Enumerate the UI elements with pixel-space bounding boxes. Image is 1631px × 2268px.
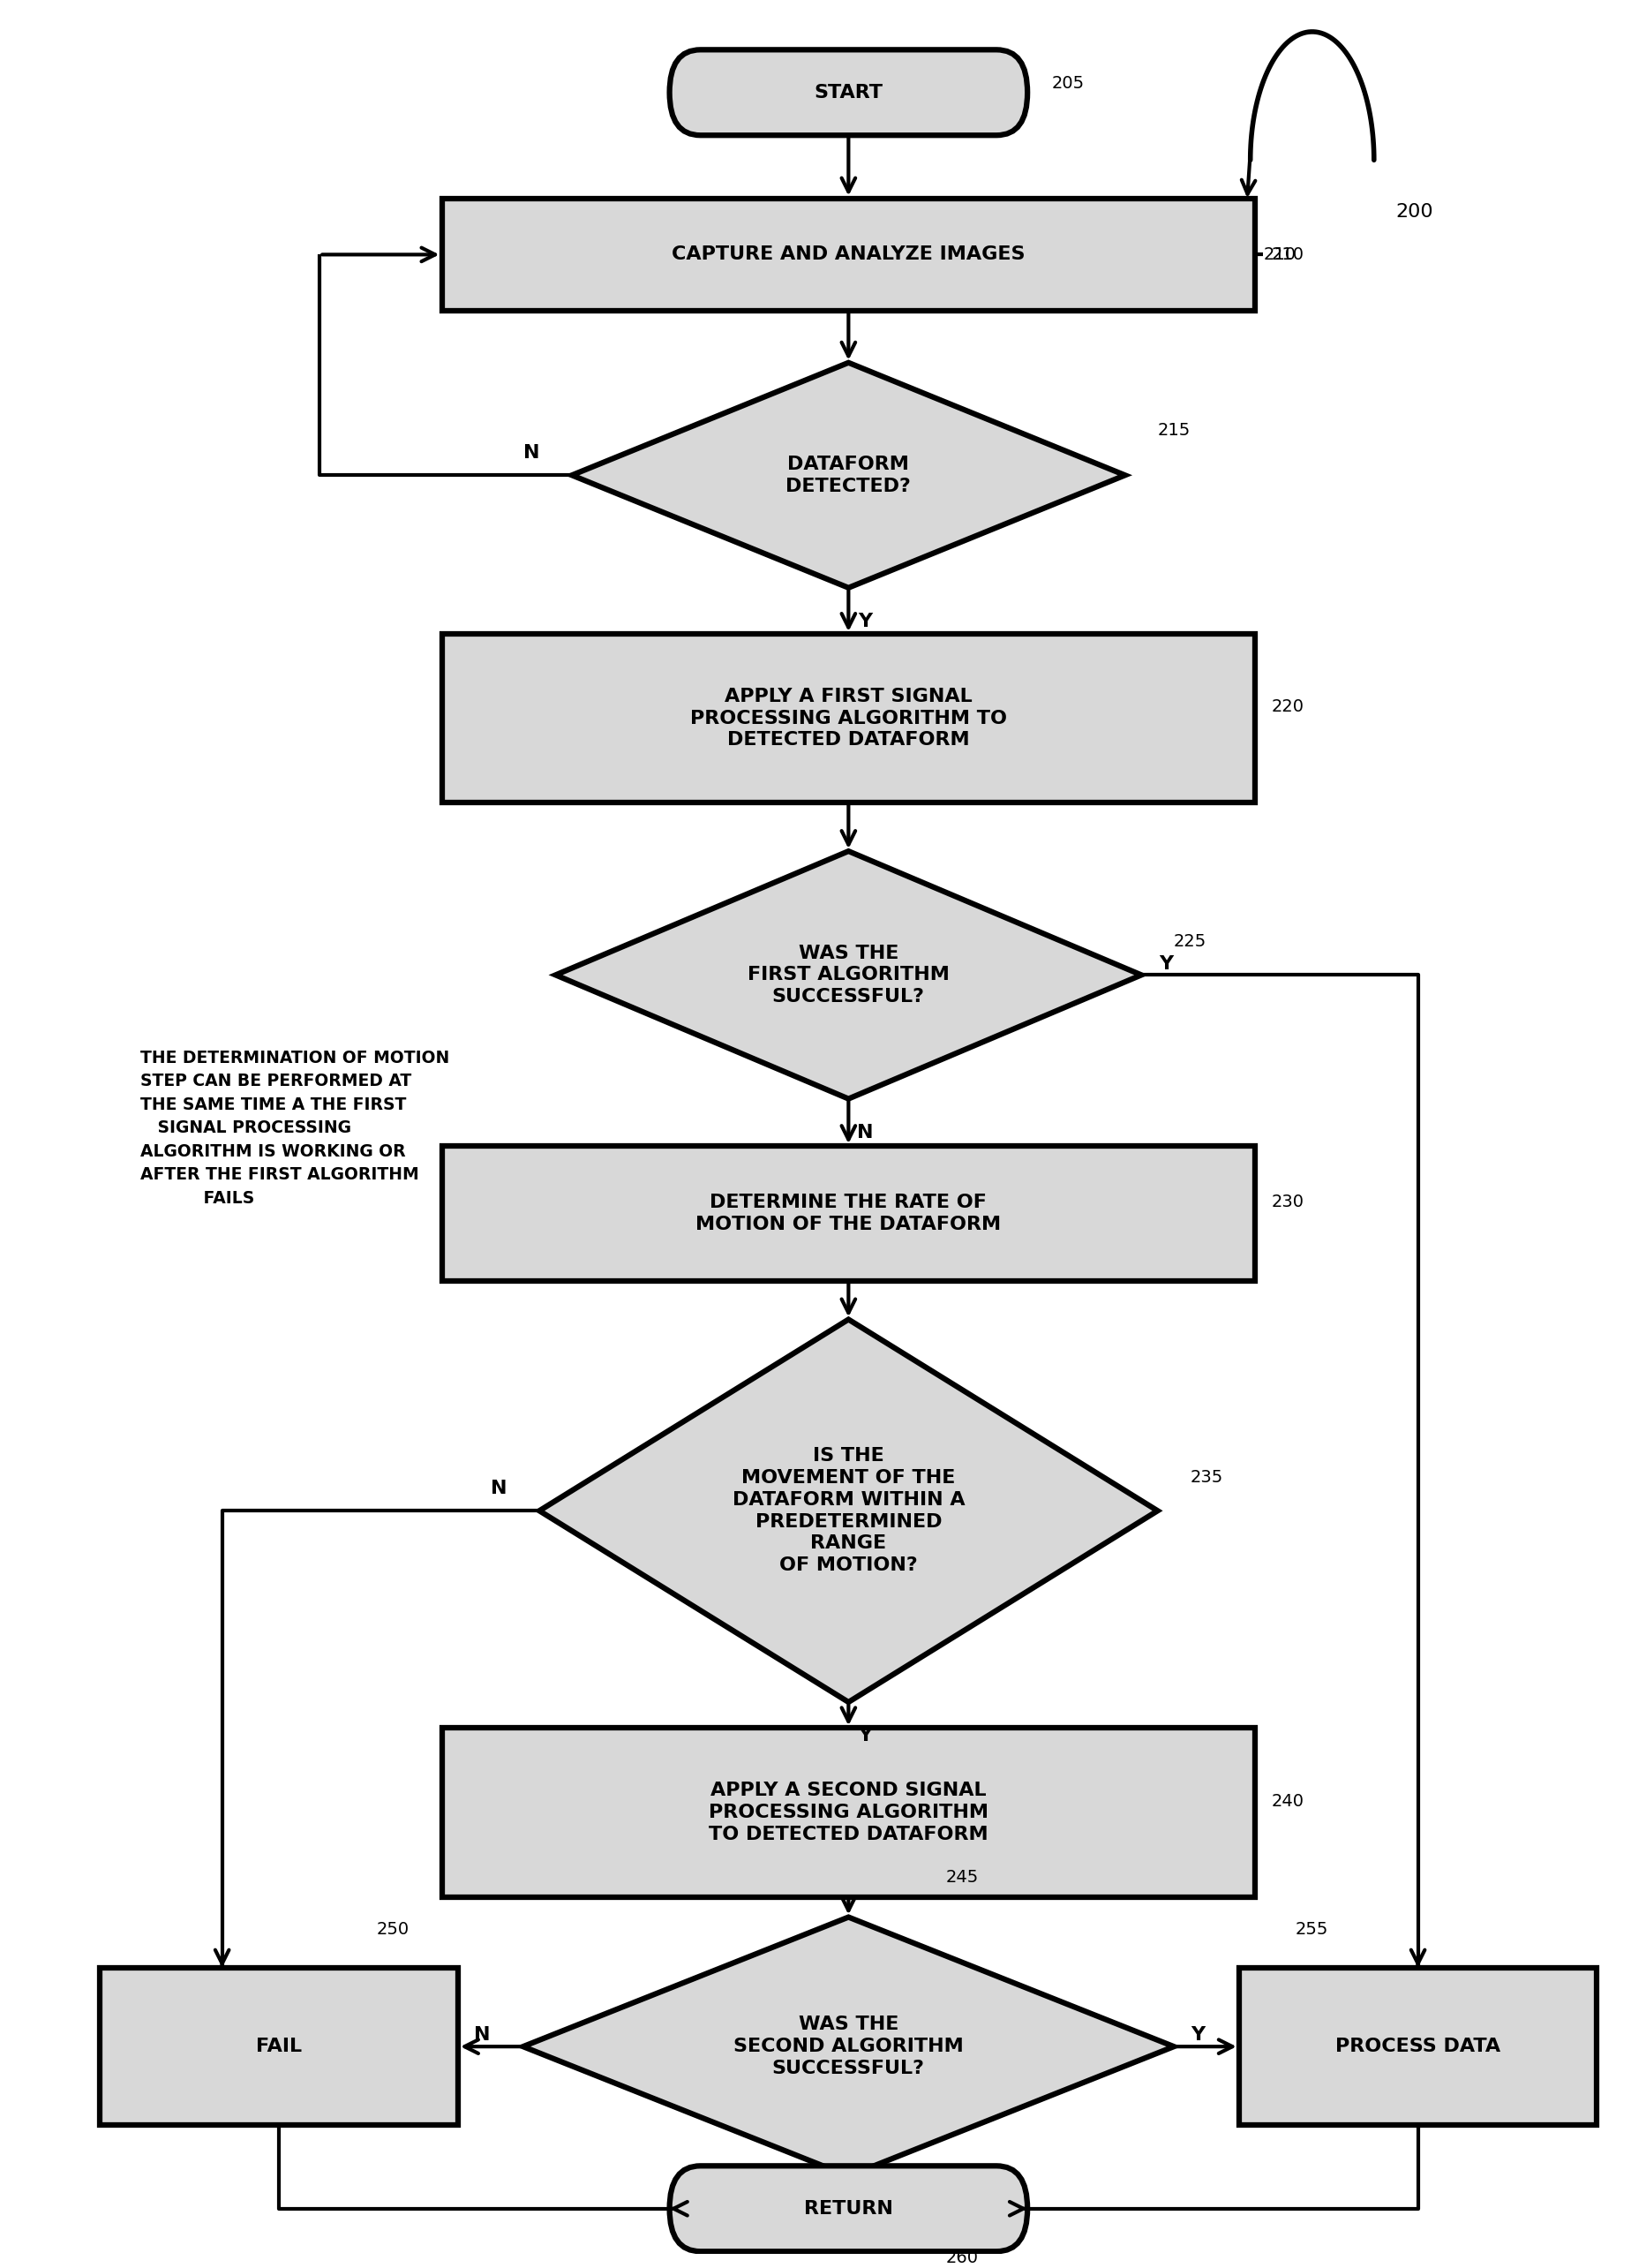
Text: 205: 205 [1050,75,1085,93]
Text: Y: Y [1158,955,1173,973]
Text: 220: 220 [1271,699,1303,714]
FancyBboxPatch shape [1238,1969,1597,2125]
Text: N: N [475,2028,491,2043]
Text: 225: 225 [1173,932,1205,950]
Text: DETERMINE THE RATE OF
MOTION OF THE DATAFORM: DETERMINE THE RATE OF MOTION OF THE DATA… [695,1193,1001,1234]
Text: Y: Y [858,612,871,631]
FancyBboxPatch shape [442,1728,1254,1896]
Text: N: N [524,445,540,460]
FancyBboxPatch shape [442,197,1254,311]
FancyBboxPatch shape [442,1145,1254,1281]
Text: 210: 210 [1262,247,1295,263]
Text: CAPTURE AND ANALYZE IMAGES: CAPTURE AND ANALYZE IMAGES [672,245,1024,263]
Text: FAIL: FAIL [256,2037,302,2055]
Text: 250: 250 [377,1921,409,1937]
FancyBboxPatch shape [442,635,1254,803]
Text: 235: 235 [1189,1470,1222,1486]
Text: IS THE
MOVEMENT OF THE
DATAFORM WITHIN A
PREDETERMINED
RANGE
OF MOTION?: IS THE MOVEMENT OF THE DATAFORM WITHIN A… [732,1447,964,1574]
Text: 230: 230 [1271,1193,1303,1211]
Polygon shape [555,850,1140,1098]
Text: 245: 245 [946,1869,979,1887]
Text: 215: 215 [1156,422,1189,438]
Polygon shape [524,1916,1173,2175]
FancyBboxPatch shape [669,50,1028,136]
Text: 260: 260 [946,2250,979,2266]
Text: START: START [814,84,882,102]
Text: WAS THE
SECOND ALGORITHM
SUCCESSFUL?: WAS THE SECOND ALGORITHM SUCCESSFUL? [732,2016,962,2077]
Text: PROCESS DATA: PROCESS DATA [1334,2037,1499,2055]
Text: 210: 210 [1271,247,1303,263]
Text: APPLY A SECOND SIGNAL
PROCESSING ALGORITHM
TO DETECTED DATAFORM: APPLY A SECOND SIGNAL PROCESSING ALGORIT… [708,1783,988,1844]
Text: APPLY A FIRST SIGNAL
PROCESSING ALGORITHM TO
DETECTED DATAFORM: APPLY A FIRST SIGNAL PROCESSING ALGORITH… [690,687,1006,748]
FancyBboxPatch shape [669,2166,1028,2252]
Text: DATAFORM
DETECTED?: DATAFORM DETECTED? [786,456,910,494]
Text: 255: 255 [1295,1921,1328,1937]
FancyBboxPatch shape [99,1969,458,2125]
Text: N: N [856,1123,873,1141]
Text: WAS THE
FIRST ALGORITHM
SUCCESSFUL?: WAS THE FIRST ALGORITHM SUCCESSFUL? [747,943,949,1005]
Text: Y: Y [858,1726,871,1744]
Text: 240: 240 [1271,1792,1303,1810]
Text: THE DETERMINATION OF MOTION
STEP CAN BE PERFORMED AT
THE SAME TIME A THE FIRST
 : THE DETERMINATION OF MOTION STEP CAN BE … [140,1050,450,1207]
Text: Y: Y [1191,2028,1205,2043]
Polygon shape [571,363,1124,587]
Text: N: N [491,1479,507,1497]
Text: 200: 200 [1395,204,1432,220]
Text: RETURN: RETURN [804,2200,892,2218]
Polygon shape [540,1320,1156,1701]
